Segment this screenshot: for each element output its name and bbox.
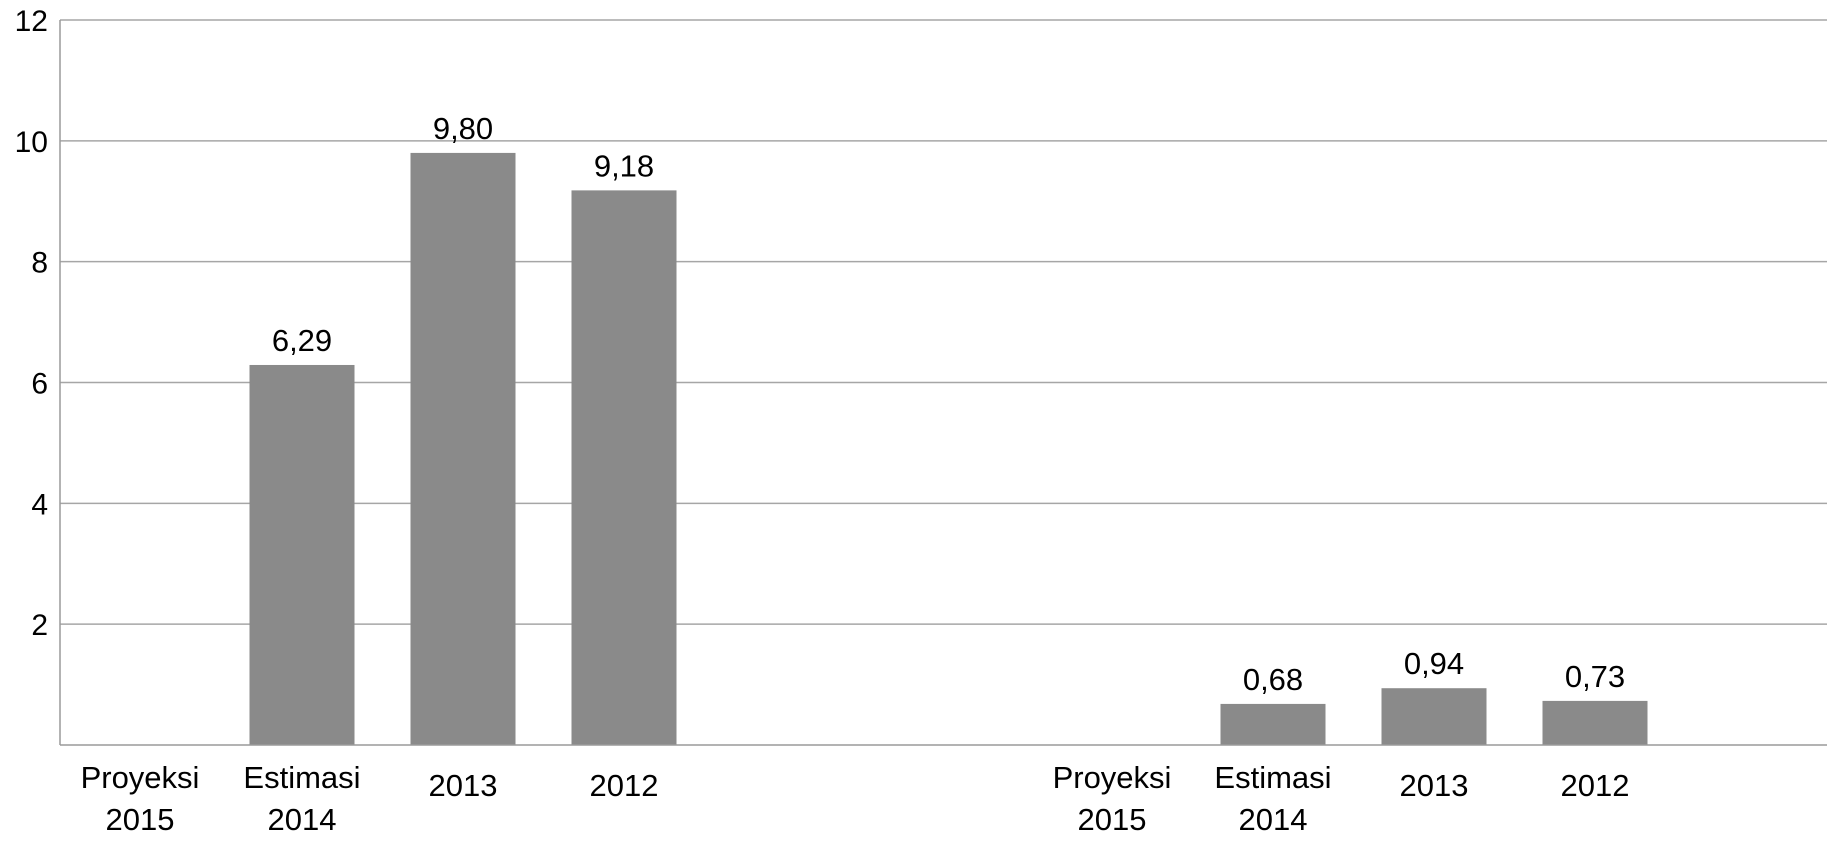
y-tick-label: 2 bbox=[31, 609, 48, 642]
bars bbox=[249, 152, 1648, 745]
data-label: 9,80 bbox=[433, 111, 493, 146]
x-category-label-line: 2014 bbox=[268, 802, 337, 837]
y-tick-label: 12 bbox=[15, 5, 48, 38]
x-category-label-line: 2012 bbox=[590, 768, 659, 803]
bar bbox=[249, 364, 355, 745]
x-category-label-line: 2012 bbox=[1561, 768, 1630, 803]
x-category-label-line: 2013 bbox=[429, 768, 498, 803]
x-category-label: Estimasi 2014 bbox=[243, 760, 360, 837]
data-label: 9,18 bbox=[594, 148, 654, 183]
x-category-label: Estimasi 2014 bbox=[1214, 760, 1331, 837]
x-category-label: 2012 bbox=[590, 768, 659, 803]
x-category-label: 2013 bbox=[429, 768, 498, 803]
data-labels: 6,29 9,80 9,18 0,68 0,94 0,73 bbox=[272, 111, 1625, 697]
y-tick-label: 6 bbox=[31, 368, 48, 401]
x-category-label-line: Proyeksi bbox=[1053, 760, 1172, 795]
x-category-label-line: 2015 bbox=[106, 802, 175, 837]
bar bbox=[1381, 688, 1487, 745]
x-category-label: Proyeksi 2015 bbox=[1053, 760, 1172, 837]
x-category-label-line: 2013 bbox=[1400, 768, 1469, 803]
x-category-label-line: 2015 bbox=[1078, 802, 1147, 837]
data-label: 6,29 bbox=[272, 323, 332, 358]
x-category-label-line: 2014 bbox=[1239, 802, 1308, 837]
bar bbox=[410, 152, 516, 745]
y-tick-label: 8 bbox=[31, 247, 48, 280]
data-label: 0,94 bbox=[1404, 646, 1464, 681]
data-label: 0,68 bbox=[1243, 662, 1303, 697]
x-category-label: 2013 bbox=[1400, 768, 1469, 803]
data-label: 0,73 bbox=[1565, 659, 1625, 694]
x-category-label: 2012 bbox=[1561, 768, 1630, 803]
x-category-label-line: Estimasi bbox=[243, 760, 360, 795]
axes: 2 4 6 8 10 12 Proyeksi 2015 Estimasi 2014 2013 2012… bbox=[15, 5, 1827, 837]
x-category-label-line: Estimasi bbox=[1214, 760, 1331, 795]
bar bbox=[1220, 703, 1326, 745]
bar bbox=[571, 190, 677, 745]
x-category-label-line: Proyeksi bbox=[81, 760, 200, 795]
y-tick-label: 4 bbox=[31, 488, 48, 521]
bar bbox=[1542, 700, 1648, 745]
y-tick-label: 10 bbox=[15, 126, 48, 159]
x-category-label: Proyeksi 2015 bbox=[81, 760, 200, 837]
